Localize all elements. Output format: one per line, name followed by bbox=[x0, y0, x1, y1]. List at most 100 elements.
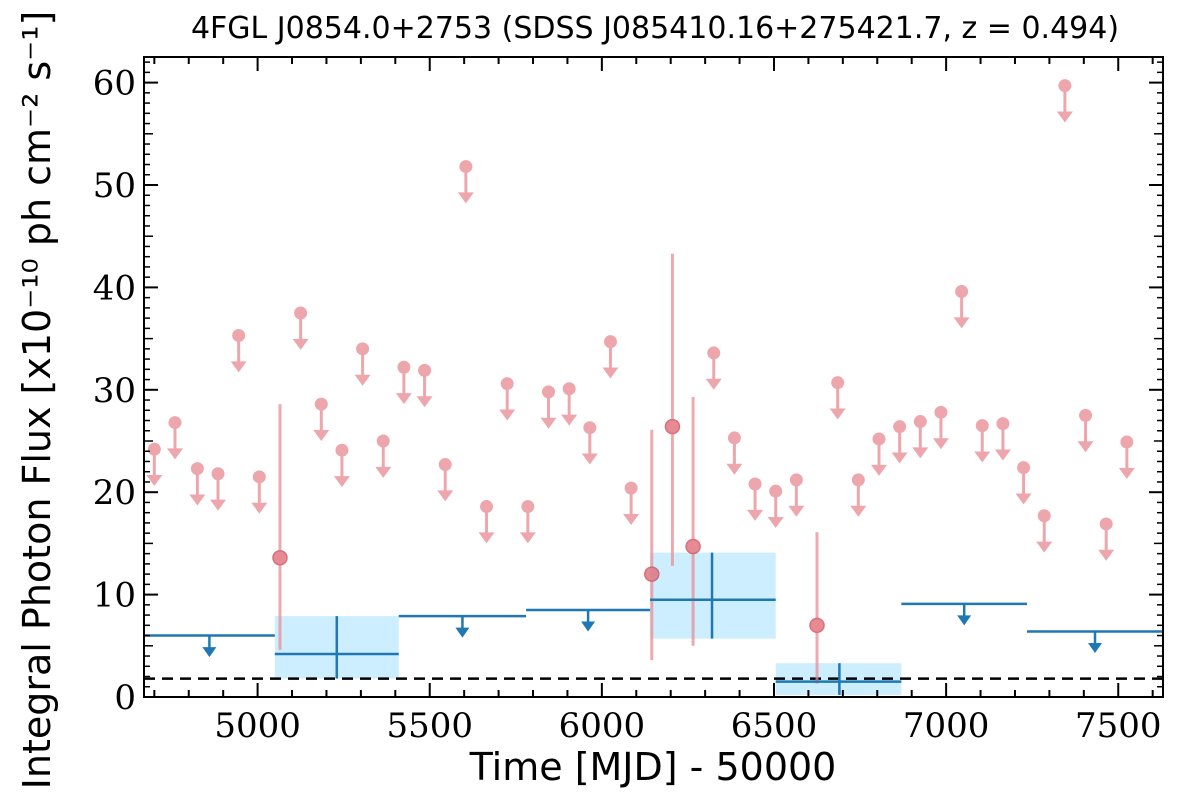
upper-limit-marker bbox=[707, 346, 721, 360]
upper-limit-marker bbox=[1120, 435, 1134, 449]
upper-limit-marker bbox=[975, 419, 989, 433]
upper-limit-arrowhead bbox=[767, 517, 784, 529]
upper-limit-arrowhead bbox=[891, 452, 908, 464]
upper-limit-arrowhead bbox=[581, 621, 596, 632]
detection-point bbox=[272, 404, 288, 650]
x-tick-label: 6000 bbox=[559, 706, 646, 746]
upper-limit-marker bbox=[232, 329, 246, 343]
upper-limit-point bbox=[166, 416, 183, 460]
upper-limit-point bbox=[189, 462, 206, 506]
upper-limit-point bbox=[354, 342, 371, 386]
upper-limit-arrowhead bbox=[1056, 111, 1073, 123]
upper-limit-point bbox=[705, 346, 722, 390]
upper-limit-marker bbox=[459, 160, 473, 174]
y-tick-label: 30 bbox=[93, 371, 136, 411]
upper-limit-arrowhead bbox=[251, 502, 268, 514]
x-tick-label: 7000 bbox=[903, 706, 990, 746]
long-bin-upper-limit bbox=[1027, 630, 1163, 653]
upper-limit-point bbox=[974, 419, 991, 463]
upper-limit-point bbox=[747, 477, 764, 521]
upper-limit-arrowhead bbox=[457, 192, 474, 204]
upper-limit-point bbox=[602, 335, 619, 379]
upper-limit-point bbox=[829, 376, 846, 420]
upper-limit-marker bbox=[147, 442, 161, 456]
upper-limit-point bbox=[292, 306, 309, 350]
x-tick-label: 5000 bbox=[214, 706, 301, 746]
upper-limit-arrowhead bbox=[375, 466, 392, 478]
upper-limit-marker bbox=[168, 416, 182, 430]
upper-limit-marker bbox=[748, 477, 762, 491]
upper-limit-point bbox=[251, 470, 268, 514]
upper-limit-marker bbox=[603, 335, 617, 349]
upper-limit-arrowhead bbox=[1118, 467, 1135, 479]
upper-limit-marker bbox=[955, 284, 969, 298]
upper-limit-point bbox=[457, 160, 474, 204]
upper-limit-arrowhead bbox=[292, 338, 309, 350]
y-tick-label: 20 bbox=[93, 473, 136, 513]
x-tick-label: 7500 bbox=[1075, 706, 1162, 746]
upper-limit-marker bbox=[583, 421, 597, 435]
detection-marker bbox=[272, 549, 288, 566]
y-tick-label: 10 bbox=[93, 576, 136, 616]
upper-limit-point bbox=[623, 481, 640, 525]
upper-limit-arrowhead bbox=[1036, 541, 1053, 553]
y-tick-label: 60 bbox=[93, 64, 136, 104]
upper-limit-marker bbox=[624, 481, 638, 495]
upper-limit-arrowhead bbox=[726, 463, 743, 475]
upper-limit-arrowhead bbox=[1015, 493, 1032, 505]
upper-limit-arrowhead bbox=[354, 374, 371, 386]
upper-limit-arrowhead bbox=[499, 409, 516, 421]
upper-limit-marker bbox=[211, 467, 225, 481]
upper-limit-marker bbox=[913, 415, 927, 429]
upper-limit-marker bbox=[893, 420, 907, 434]
upper-limit-arrowhead bbox=[1088, 642, 1103, 653]
axis-ticks: 5000 5500 6000 6500 7000 7500 0 10 20 30 40 50 60 bbox=[93, 57, 1163, 746]
upper-limit-point bbox=[870, 432, 887, 476]
detection-point bbox=[664, 253, 681, 566]
upper-limit-point bbox=[519, 500, 536, 544]
upper-limit-marker bbox=[335, 443, 349, 457]
upper-limit-marker bbox=[438, 458, 452, 472]
upper-limit-marker bbox=[831, 376, 845, 390]
upper-limit-marker bbox=[789, 473, 803, 487]
upper-limit-point bbox=[1056, 79, 1073, 123]
detection-marker bbox=[809, 617, 825, 634]
upper-limit-marker bbox=[252, 470, 266, 484]
detection-marker bbox=[685, 538, 701, 555]
upper-limit-arrowhead bbox=[870, 464, 887, 476]
x-tick-label: 5500 bbox=[386, 706, 473, 746]
upper-limit-arrowhead bbox=[455, 627, 470, 638]
upper-limit-marker bbox=[769, 484, 783, 498]
upper-limit-arrowhead bbox=[1098, 549, 1115, 561]
long-bin-upper-limit bbox=[144, 634, 275, 658]
upper-limit-point bbox=[932, 405, 949, 450]
upper-limit-arrowhead bbox=[333, 476, 350, 488]
upper-limit-marker bbox=[314, 397, 328, 411]
upper-limit-marker bbox=[1079, 408, 1093, 422]
upper-limit-marker bbox=[1058, 79, 1072, 93]
upper-limit-marker bbox=[562, 382, 576, 396]
upper-limit-point bbox=[478, 500, 495, 544]
upper-limit-arrowhead bbox=[395, 393, 412, 405]
upper-limit-arrowhead bbox=[189, 494, 206, 506]
upper-limit-point bbox=[1077, 408, 1094, 453]
upper-limit-arrowhead bbox=[146, 475, 163, 487]
upper-limit-marker bbox=[1037, 509, 1051, 523]
upper-limit-marker bbox=[500, 377, 514, 391]
data-points bbox=[144, 79, 1163, 695]
upper-limit-arrowhead bbox=[561, 414, 578, 426]
upper-limit-point bbox=[561, 382, 578, 426]
upper-limit-arrowhead bbox=[788, 505, 805, 517]
upper-limit-marker bbox=[418, 363, 432, 377]
upper-limit-arrowhead bbox=[623, 513, 640, 525]
upper-limit-point bbox=[891, 420, 908, 464]
upper-limit-point bbox=[912, 415, 929, 459]
long-bin-upper-limit bbox=[526, 608, 651, 632]
upper-limit-point bbox=[395, 360, 412, 405]
upper-limit-marker bbox=[1017, 461, 1031, 475]
y-tick-label: 40 bbox=[93, 268, 136, 308]
upper-limit-point bbox=[146, 442, 163, 487]
long-bin-upper-limit bbox=[398, 614, 527, 638]
upper-limit-point bbox=[416, 363, 433, 408]
upper-limit-arrowhead bbox=[478, 532, 495, 544]
